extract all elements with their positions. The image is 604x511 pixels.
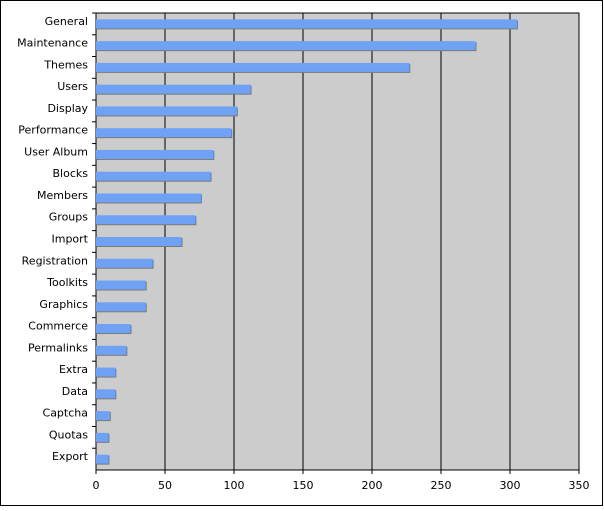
y-tick-label: Groups (49, 211, 88, 224)
y-tick-label: Quotas (49, 428, 88, 441)
y-tick-label: User Album (24, 145, 88, 158)
bar (96, 258, 153, 268)
bar (96, 128, 232, 138)
y-tick-label: Graphics (39, 298, 88, 311)
x-tick-label: 300 (500, 479, 521, 492)
y-tick-label: Export (52, 450, 89, 463)
y-tick-label: Data (62, 385, 88, 398)
y-tick-label: Performance (18, 124, 88, 137)
y-tick-label: Maintenance (17, 37, 88, 50)
y-tick-label: Extra (59, 363, 88, 376)
bar (96, 41, 476, 51)
bar (96, 302, 146, 312)
x-tick-label: 250 (431, 479, 452, 492)
y-tick-label: Permalinks (28, 341, 88, 354)
x-tick-label: 0 (93, 479, 100, 492)
bar (96, 280, 146, 290)
y-tick-label: General (45, 15, 88, 28)
bar (96, 432, 109, 442)
bar (96, 19, 517, 29)
bar (96, 345, 127, 355)
x-tick-label: 350 (569, 479, 590, 492)
y-tick-label: Blocks (53, 167, 89, 180)
y-tick-label: Members (37, 189, 88, 202)
x-tick-label: 200 (362, 479, 383, 492)
x-tick-label: 50 (158, 479, 172, 492)
bar (96, 411, 110, 421)
y-tick-label: Users (57, 80, 88, 93)
bar (96, 62, 410, 72)
bar (96, 389, 116, 399)
y-tick-label: Themes (43, 58, 88, 71)
bar (96, 149, 214, 159)
y-tick-label: Registration (22, 254, 88, 267)
bar (96, 84, 251, 94)
x-tick-label: 150 (293, 479, 314, 492)
bar (96, 454, 109, 464)
bar (96, 193, 201, 203)
bar (96, 237, 182, 246)
x-tick-label: 100 (224, 479, 245, 492)
bar (96, 106, 237, 116)
y-tick-label: Captcha (43, 407, 88, 420)
y-tick-label: Commerce (28, 320, 88, 333)
y-tick-label: Toolkits (46, 276, 88, 289)
y-tick-label: Import (51, 233, 88, 246)
bar (96, 324, 131, 334)
bar (96, 215, 196, 225)
bar (96, 171, 211, 181)
bar (96, 367, 116, 377)
y-tick-label: Display (47, 102, 88, 115)
